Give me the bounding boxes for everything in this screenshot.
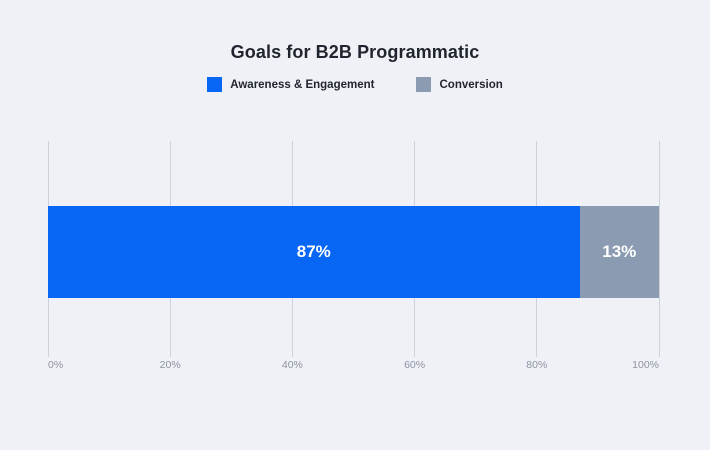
x-axis: 0% 20% 40% 60% 80% 100% — [48, 359, 659, 373]
stacked-bar: 87% 13% — [48, 206, 659, 298]
x-tick-label-80%: 80% — [526, 359, 548, 371]
conversion-legend-label: Conversion — [439, 78, 503, 91]
legend-item-awareness: Awareness & Engagement — [207, 77, 374, 92]
x-tick-label-100%: 100% — [632, 359, 659, 371]
gridline-100% — [658, 141, 660, 357]
awareness-legend-swatch — [207, 77, 223, 92]
awareness-legend-label: Awareness & Engagement — [230, 78, 375, 91]
x-tick-label-20%: 20% — [159, 359, 181, 371]
bar-value-label: 13% — [602, 242, 637, 261]
chart-title: Goals for B2B Programmatic — [230, 42, 480, 62]
x-tick-label-60%: 60% — [404, 359, 426, 371]
conversion-legend-swatch — [416, 77, 432, 92]
legend-item-conversion: Conversion — [416, 77, 503, 92]
bar-segment-awareness-engagement: 87% — [48, 206, 580, 298]
bar-segment-conversion: 13% — [579, 206, 659, 298]
x-tick-label-40%: 40% — [281, 359, 303, 371]
legend: Awareness & Engagement Conversion — [0, 77, 710, 92]
bar-value-label: 87% — [296, 242, 331, 261]
x-tick-label-0%: 0% — [48, 359, 64, 371]
